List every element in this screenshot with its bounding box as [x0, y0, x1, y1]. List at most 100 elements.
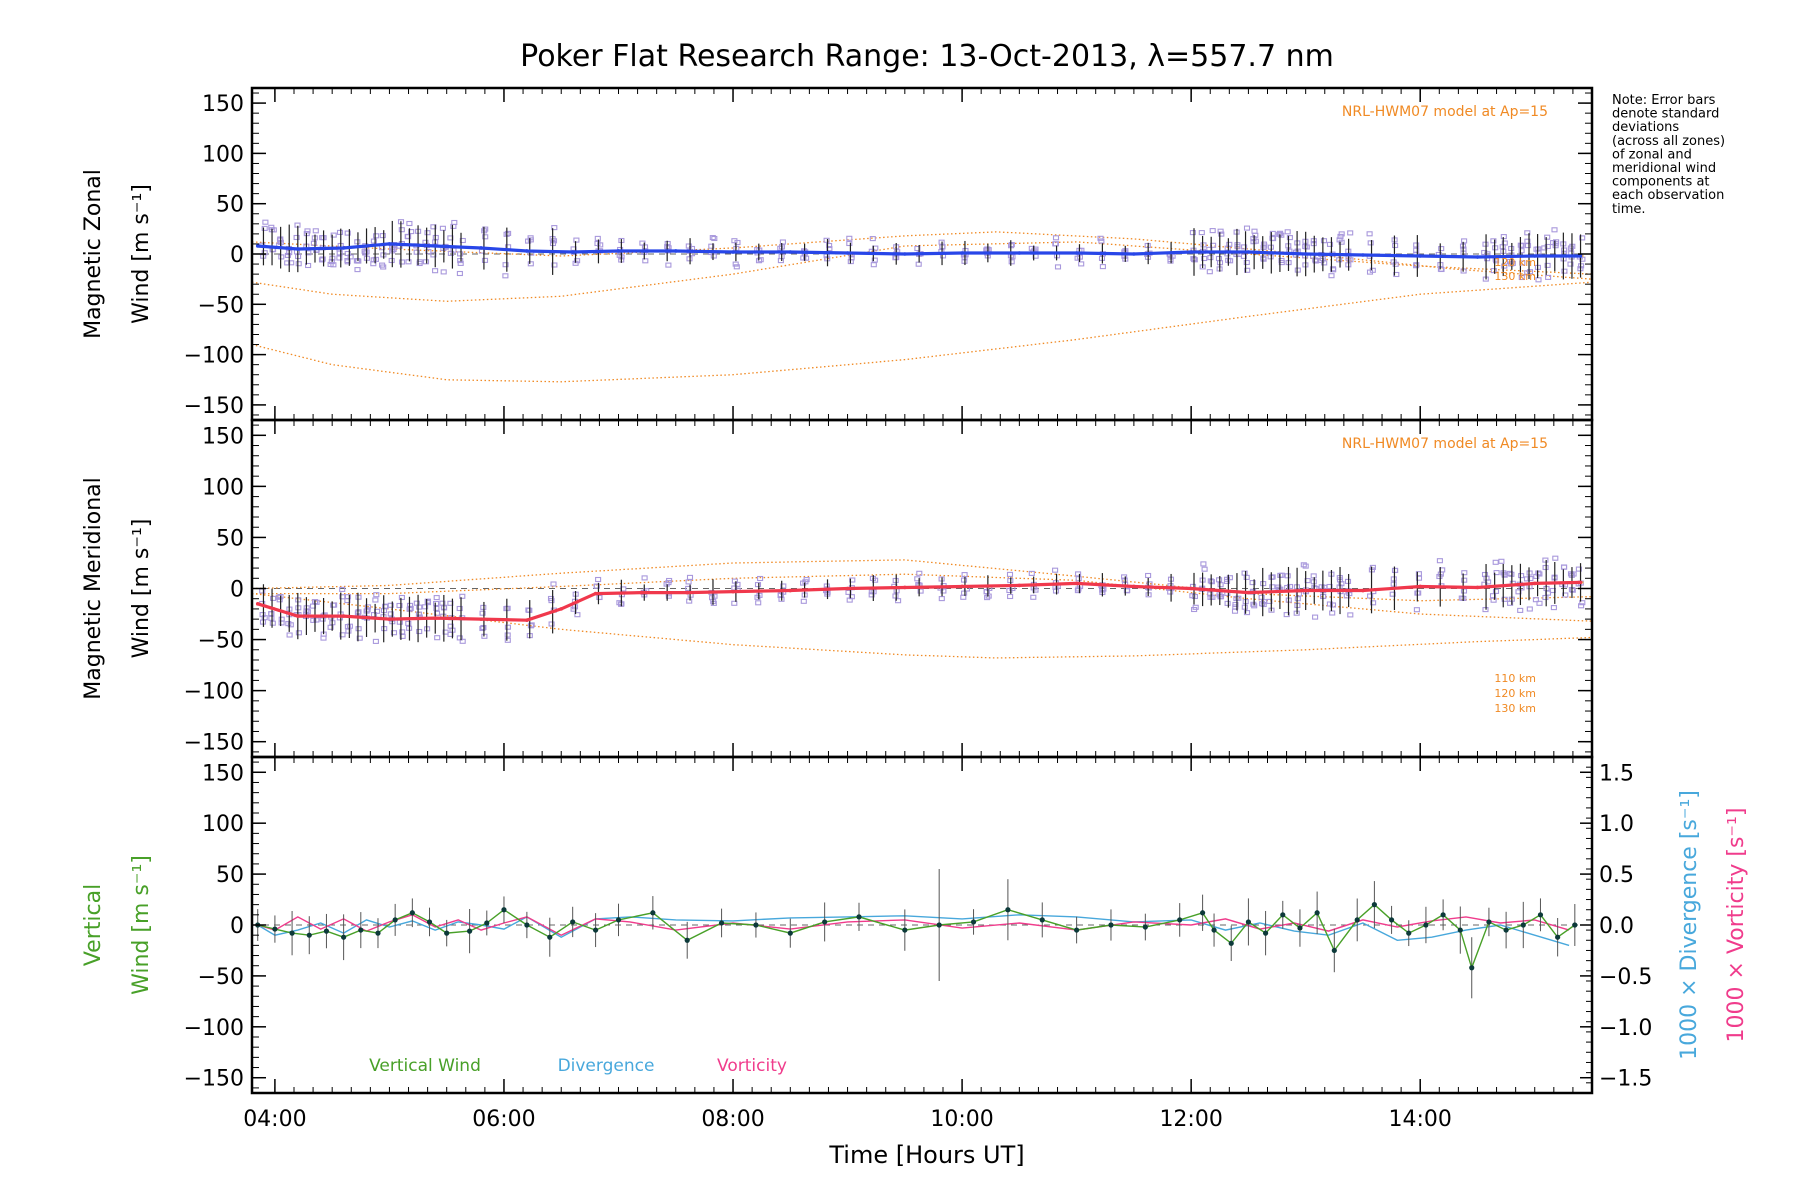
- zone-sample: [406, 220, 413, 227]
- zone-sample: [1191, 606, 1198, 613]
- zone-sample: [330, 232, 337, 238]
- y-tick-label: 0: [230, 243, 244, 268]
- vertical-wind-point: [375, 930, 381, 936]
- y-tick-label: 100: [202, 812, 244, 837]
- zone-sample: [1270, 236, 1277, 242]
- zone-sample: [1243, 574, 1250, 580]
- zone-sample: [380, 264, 387, 270]
- vertical-wind-point: [484, 920, 490, 926]
- series-point: [673, 249, 678, 253]
- series-point: [341, 614, 346, 618]
- zone-sample: [1561, 564, 1568, 570]
- vertical-wind-point: [787, 930, 793, 936]
- vertical-wind-point: [467, 928, 473, 934]
- y-axis-label-line1: Magnetic Zonal: [81, 169, 106, 339]
- y-tick-label: −150: [184, 394, 244, 419]
- vertical-wind-point: [1280, 912, 1286, 918]
- zone-sample: [305, 250, 312, 256]
- zone-sample: [1329, 610, 1336, 616]
- zone-sample: [1413, 263, 1420, 269]
- zone-sample: [1436, 558, 1443, 564]
- zone-sample: [404, 233, 411, 239]
- zone-sample: [1347, 257, 1354, 263]
- zone-sample: [1369, 267, 1376, 273]
- series-point: [788, 588, 793, 593]
- vertical-wind-point: [1228, 940, 1234, 946]
- zone-sample: [666, 577, 673, 584]
- zone-sample: [268, 224, 275, 230]
- zone-sample: [408, 229, 415, 235]
- zone-sample: [1508, 261, 1515, 267]
- zone-sample: [1207, 255, 1214, 261]
- model-altitude-label: 120 km: [1494, 687, 1536, 700]
- vertical-wind-point: [501, 907, 507, 913]
- zone-sample: [870, 262, 877, 268]
- zone-sample: [1278, 257, 1285, 264]
- model-altitude-label: 110 km: [1494, 672, 1536, 685]
- vertical-wind-point: [1142, 924, 1148, 930]
- zone-sample: [293, 234, 300, 241]
- zone-sample: [1493, 570, 1500, 576]
- y-tick-label: −50: [198, 629, 244, 654]
- zone-sample: [1544, 262, 1551, 268]
- legend-entry: Divergence: [558, 1056, 655, 1076]
- zone-sample: [917, 588, 924, 594]
- zone-sample: [327, 624, 334, 630]
- model-altitude-label: 130 km: [1494, 702, 1536, 715]
- right-tick-label: −1.5: [1599, 1067, 1652, 1092]
- zone-sample: [914, 245, 921, 252]
- zone-sample: [390, 630, 398, 636]
- zone-sample: [312, 228, 319, 234]
- zone-sample: [422, 259, 430, 265]
- zone-sample: [665, 593, 672, 599]
- zone-sample: [525, 607, 532, 613]
- zone-sample: [456, 605, 463, 612]
- series-point: [960, 584, 964, 589]
- x-tick-label: 08:00: [701, 1107, 764, 1132]
- vertical-wind-point: [358, 927, 364, 933]
- zone-sample: [1536, 571, 1543, 577]
- zone-sample: [709, 235, 716, 241]
- zone-sample: [433, 605, 440, 611]
- zone-sample: [354, 239, 361, 245]
- vertical-wind-point: [1354, 917, 1360, 923]
- zone-sample: [779, 239, 786, 245]
- model-curve: [252, 241, 1592, 302]
- vertical-wind-point: [306, 932, 312, 938]
- zone-sample: [1370, 600, 1377, 606]
- zone-sample: [594, 240, 601, 247]
- zone-sample: [399, 629, 406, 635]
- zone-sample: [1189, 230, 1196, 236]
- vertical-wind-point: [902, 927, 908, 933]
- model-label: NRL-HWM07 model at Ap=15: [1342, 436, 1548, 452]
- series-point: [1132, 252, 1136, 256]
- zone-sample: [459, 593, 466, 599]
- zone-sample: [1250, 235, 1257, 242]
- zone-sample: [434, 635, 441, 641]
- zone-sample: [780, 583, 787, 589]
- zone-sample: [754, 582, 762, 588]
- zone-sample: [1284, 584, 1291, 591]
- series-point: [731, 589, 735, 594]
- zone-sample: [895, 598, 902, 604]
- zone-sample: [961, 590, 968, 596]
- zone-sample: [1343, 593, 1350, 599]
- vertical-wind-point: [1314, 910, 1320, 916]
- zone-sample: [731, 600, 738, 606]
- note-line: of zonal and: [1612, 147, 1692, 162]
- zone-sample: [1074, 588, 1081, 594]
- zone-sample: [276, 237, 284, 243]
- zone-sample: [318, 257, 326, 263]
- vertical-wind-point: [936, 922, 942, 928]
- zone-sample: [320, 635, 327, 641]
- zone-sample: [354, 267, 361, 273]
- zone-sample: [731, 238, 738, 244]
- zone-sample: [1206, 269, 1213, 275]
- zone-sample: [732, 261, 739, 267]
- vertical-wind-point: [323, 928, 330, 934]
- zone-sample: [370, 261, 377, 267]
- zone-sample: [1209, 228, 1216, 234]
- zone-sample: [550, 581, 557, 587]
- zone-sample: [1390, 576, 1397, 582]
